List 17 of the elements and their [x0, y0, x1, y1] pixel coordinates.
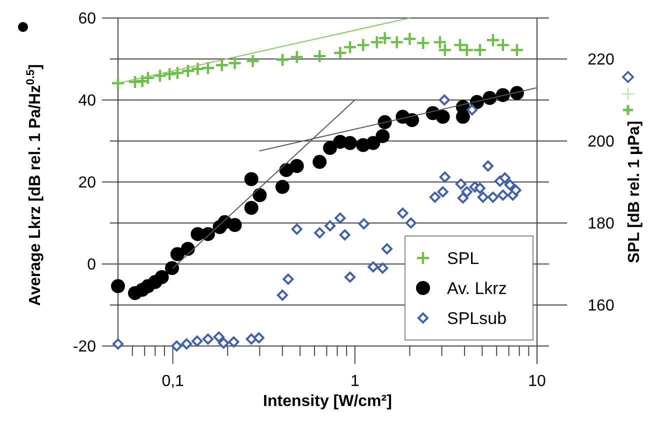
x-tick-label: 0,1	[162, 373, 184, 390]
legend-label: SPL	[447, 248, 480, 268]
y2-tick-label: 180	[588, 216, 614, 233]
x-tick-label: 10	[528, 373, 546, 390]
y-tick-label: 40	[78, 92, 96, 110]
x-tick-label: 1	[350, 373, 360, 390]
x-axis-title: Intensity [W/cm²]	[263, 393, 392, 410]
y-tick-label: -20	[72, 338, 96, 356]
y2-tick-label: 200	[588, 134, 614, 151]
legend-label: SPLsub	[447, 308, 507, 328]
legend-label: Av. Lkrz	[447, 278, 507, 298]
y-tick-label: 60	[78, 10, 96, 28]
y-tick-label: 20	[78, 174, 96, 192]
y2-tick-label: 160	[588, 298, 614, 315]
y-tick-label: 0	[87, 256, 96, 274]
y2-axis-title: SPL [dB rel. 1 µPa]	[626, 120, 643, 264]
y2-tick-label: 220	[588, 52, 614, 69]
